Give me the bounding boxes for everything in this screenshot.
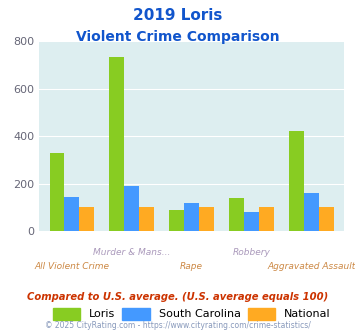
Bar (124, 186, 139, 231)
Bar (259, 207, 274, 231)
Text: 2019 Loris: 2019 Loris (133, 8, 222, 23)
Text: All Violent Crime: All Violent Crime (34, 262, 109, 271)
Bar (65, 197, 80, 231)
Bar (184, 203, 199, 231)
Bar (289, 131, 304, 231)
Text: Aggravated Assault: Aggravated Assault (267, 262, 355, 271)
Text: © 2025 CityRating.com - https://www.cityrating.com/crime-statistics/: © 2025 CityRating.com - https://www.city… (45, 321, 310, 330)
Bar (80, 207, 94, 231)
Text: Compared to U.S. average. (U.S. average equals 100): Compared to U.S. average. (U.S. average … (27, 292, 328, 302)
Legend: Loris, South Carolina, National: Loris, South Carolina, National (48, 303, 335, 324)
Bar (229, 198, 244, 231)
Bar (50, 153, 65, 231)
Text: Murder & Mans...: Murder & Mans... (93, 248, 170, 257)
Bar (169, 210, 184, 231)
Bar (199, 207, 214, 231)
Text: Rape: Rape (180, 262, 203, 271)
Bar (319, 207, 334, 231)
Text: Robbery: Robbery (233, 248, 271, 257)
Text: Violent Crime Comparison: Violent Crime Comparison (76, 30, 279, 44)
Bar (304, 193, 319, 231)
Bar (109, 57, 124, 231)
Bar (139, 207, 154, 231)
Bar (244, 213, 259, 231)
